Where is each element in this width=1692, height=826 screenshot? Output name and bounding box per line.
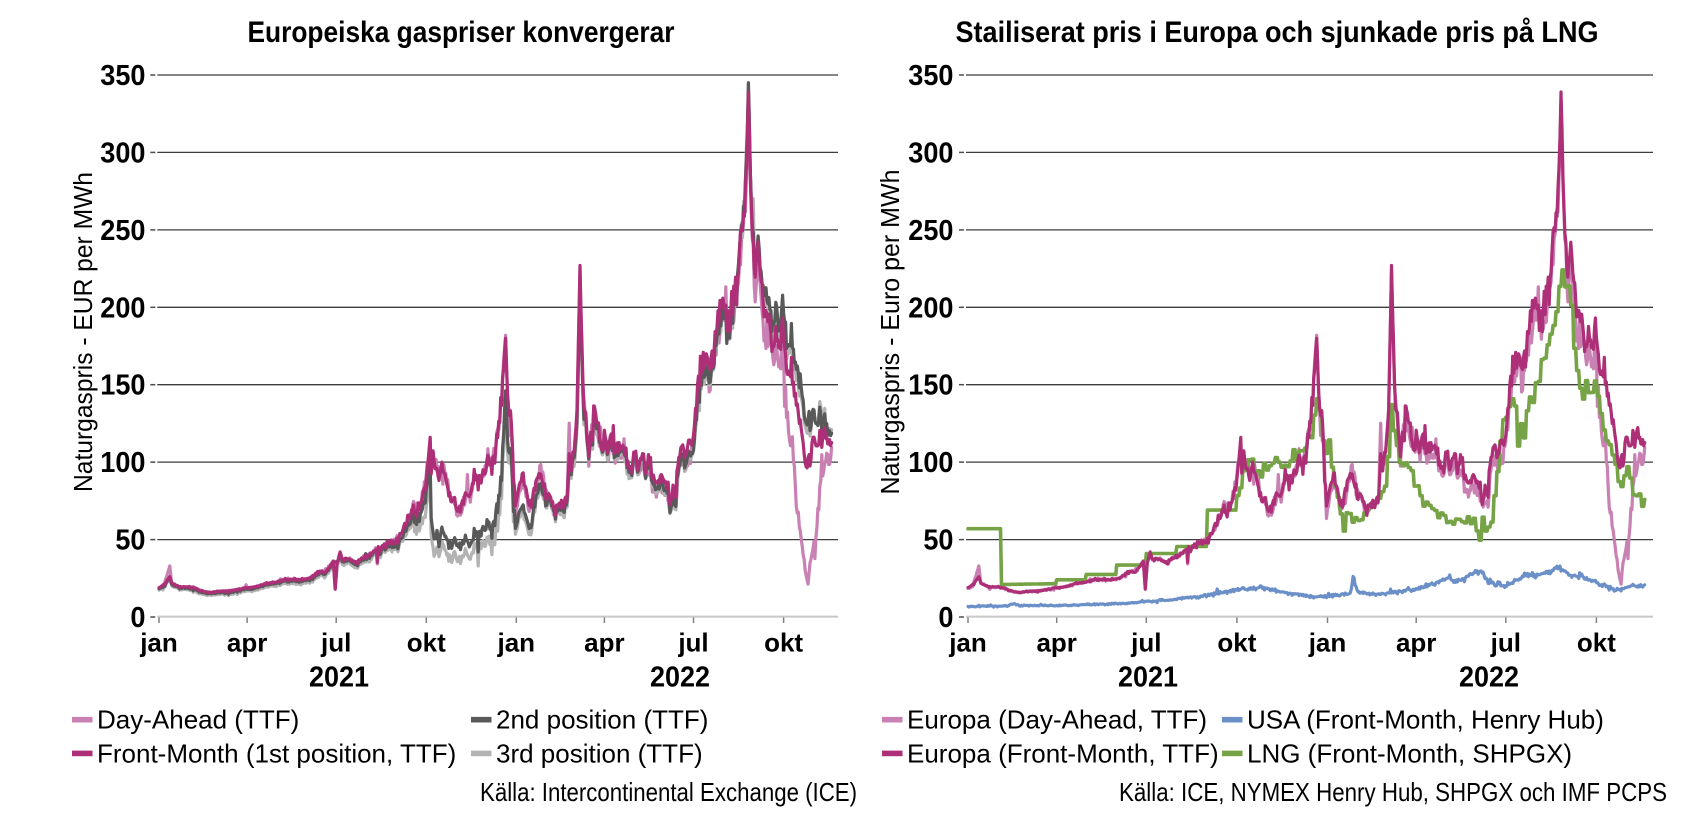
svg-text:jan: jan	[948, 628, 987, 658]
svg-text:100: 100	[100, 447, 145, 479]
svg-text:jul: jul	[677, 628, 708, 658]
svg-text:apr: apr	[584, 628, 624, 658]
svg-text:apr: apr	[227, 628, 267, 658]
svg-text:2022: 2022	[650, 662, 710, 694]
svg-text:Front-Month (1st position, TTF: Front-Month (1st position, TTF)	[97, 738, 456, 768]
svg-text:okt: okt	[1217, 628, 1256, 658]
svg-text:300: 300	[908, 137, 953, 169]
svg-text:Källa: Intercontinental Exchan: Källa: Intercontinental Exchange (ICE)	[480, 777, 857, 807]
svg-text:100: 100	[908, 447, 953, 479]
svg-text:200: 200	[100, 292, 145, 324]
svg-text:Day-Ahead (TTF): Day-Ahead (TTF)	[97, 705, 299, 735]
svg-text:jan: jan	[1308, 628, 1347, 658]
svg-text:2nd position (TTF): 2nd position (TTF)	[496, 705, 708, 735]
svg-text:Europa (Front-Month, TTF): Europa (Front-Month, TTF)	[907, 738, 1219, 768]
svg-text:Europa (Day-Ahead, TTF): Europa (Day-Ahead, TTF)	[907, 705, 1207, 735]
svg-text:apr: apr	[1396, 628, 1436, 658]
svg-text:okt: okt	[407, 628, 446, 658]
svg-text:250: 250	[100, 215, 145, 247]
svg-text:350: 350	[100, 60, 145, 92]
svg-text:200: 200	[908, 292, 953, 324]
svg-text:Europeiska gaspriser konverger: Europeiska gaspriser konvergerar	[248, 16, 675, 49]
svg-text:okt: okt	[764, 628, 803, 658]
svg-text:Naturgaspris - Euro per MWh: Naturgaspris - Euro per MWh	[875, 170, 905, 495]
svg-text:2021: 2021	[309, 662, 369, 694]
svg-text:50: 50	[115, 525, 145, 557]
svg-text:Naturgaspris - EUR per MWh: Naturgaspris - EUR per MWh	[68, 172, 98, 492]
svg-text:300: 300	[100, 137, 145, 169]
svg-text:okt: okt	[1577, 628, 1616, 658]
svg-text:0: 0	[938, 602, 953, 634]
svg-text:50: 50	[923, 525, 953, 557]
svg-text:USA (Front-Month, Henry Hub): USA (Front-Month, Henry Hub)	[1247, 705, 1604, 735]
svg-text:2022: 2022	[1459, 662, 1519, 694]
svg-text:LNG (Front-Month, SHPGX): LNG (Front-Month, SHPGX)	[1247, 738, 1572, 768]
svg-text:jul: jul	[1490, 628, 1521, 658]
svg-text:2021: 2021	[1118, 662, 1178, 694]
svg-text:350: 350	[908, 60, 953, 92]
svg-text:Källa: ICE, NYMEX Henry Hub, S: Källa: ICE, NYMEX Henry Hub, SHPGX och I…	[1119, 777, 1667, 807]
svg-text:jul: jul	[320, 628, 351, 658]
svg-text:0: 0	[130, 602, 145, 634]
svg-text:jul: jul	[1130, 628, 1161, 658]
svg-text:jan: jan	[139, 628, 178, 658]
svg-text:150: 150	[908, 370, 953, 402]
svg-text:Stailiserat pris i Europa och: Stailiserat pris i Europa och sjunkade p…	[956, 16, 1599, 49]
svg-text:250: 250	[908, 215, 953, 247]
svg-text:150: 150	[100, 370, 145, 402]
svg-text:jan: jan	[497, 628, 536, 658]
svg-text:apr: apr	[1036, 628, 1076, 658]
svg-text:3rd position (TTF): 3rd position (TTF)	[496, 738, 703, 768]
